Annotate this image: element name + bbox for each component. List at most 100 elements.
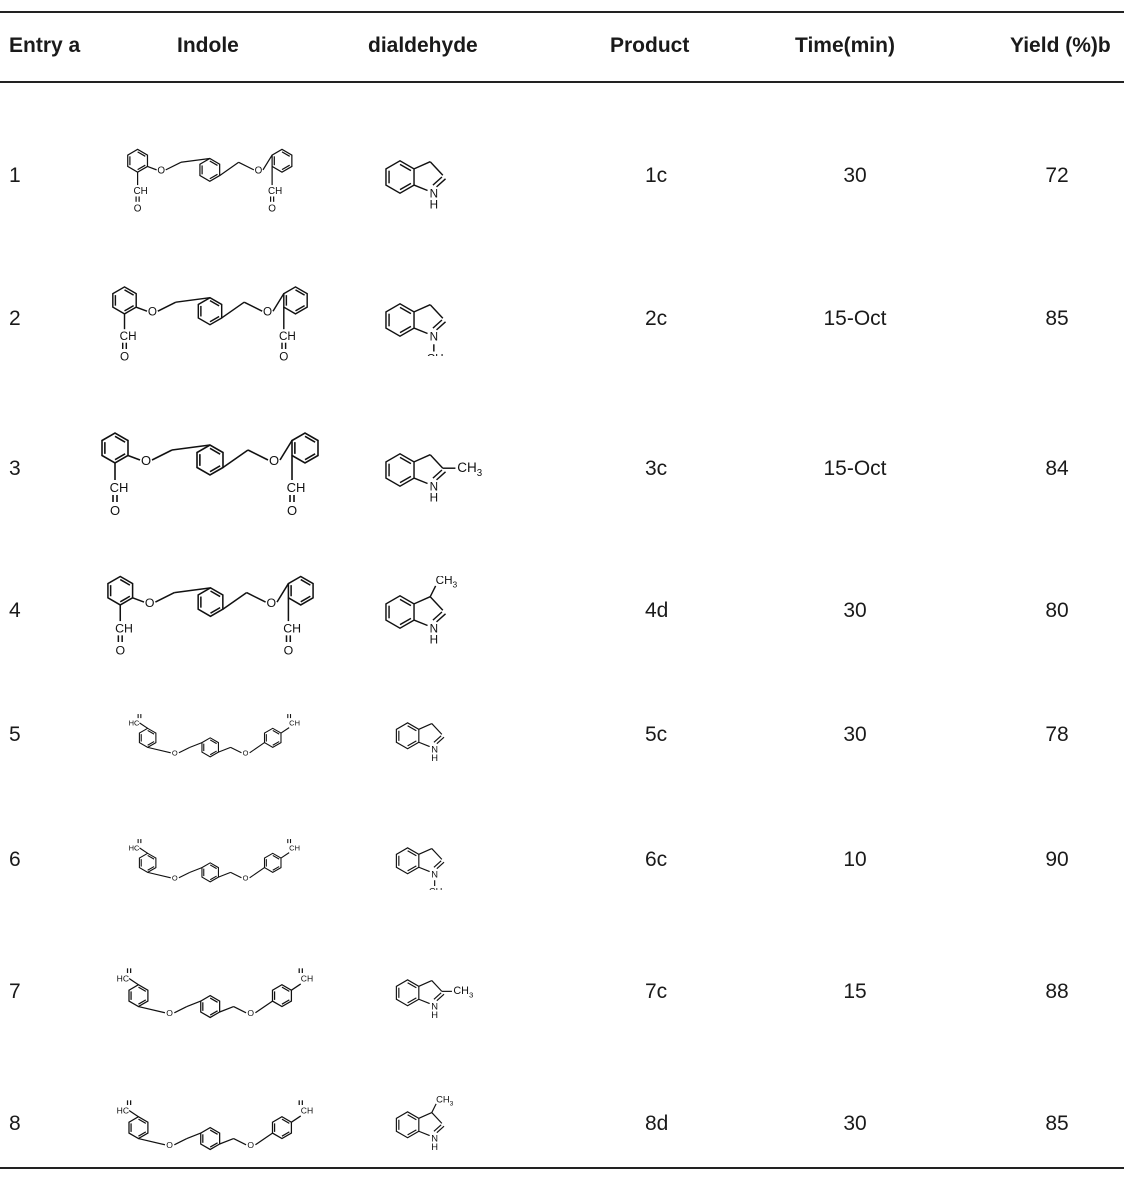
dialdehyde-structure: HC O O O CH O bbox=[116, 957, 313, 1018]
aldehyde-ch-label: CH bbox=[287, 480, 306, 495]
header-time: Time(min) bbox=[795, 34, 895, 57]
oxygen-label: O bbox=[126, 966, 133, 967]
indole-structure: NH CH3 bbox=[395, 1095, 454, 1152]
oxygen-label: O bbox=[126, 1098, 133, 1099]
header-rule bbox=[0, 81, 1124, 83]
product-cell: 6c bbox=[645, 848, 668, 871]
oxygen-label: O bbox=[166, 1140, 173, 1150]
dialdehyde-cell: HC O O O CH O bbox=[101, 1089, 319, 1158]
nitrogen-label: N bbox=[429, 188, 437, 201]
time-cell: 15-Oct bbox=[823, 307, 887, 330]
dialdehyde-cell: HC O O O CH O bbox=[115, 705, 305, 765]
yield-cell: 85 bbox=[1045, 307, 1069, 330]
oxygen-label: O bbox=[144, 596, 154, 610]
oxygen-label: O bbox=[172, 749, 178, 758]
aldehyde-ch-label: CH bbox=[110, 480, 129, 495]
dialdehyde-cell: O O CH O CH O bbox=[80, 422, 340, 523]
hydrogen-label: H bbox=[429, 634, 437, 647]
header-indole: Indole bbox=[177, 34, 239, 57]
dialdehyde-structure: O O CH O CH O bbox=[106, 575, 314, 658]
yield-cell: 84 bbox=[1045, 457, 1069, 480]
header-yield: Yield (%)b bbox=[1010, 34, 1111, 57]
indole-cell: N H CH3 bbox=[386, 964, 494, 1027]
yield-cell: 90 bbox=[1045, 848, 1069, 871]
entry-cell: 1 bbox=[9, 164, 21, 187]
entry-cell: 4 bbox=[9, 599, 21, 622]
hydrogen-label: H bbox=[431, 1010, 438, 1020]
oxygen-label: O bbox=[297, 1098, 304, 1099]
aldehyde-ch-label: CH bbox=[120, 330, 137, 343]
methyl-label: CH3 bbox=[426, 352, 448, 356]
indole-structure: NH CH3 bbox=[384, 452, 482, 505]
yield-cell: 72 bbox=[1045, 164, 1069, 187]
oxygen-label: O bbox=[172, 874, 178, 883]
indole-structure: NH bbox=[395, 722, 445, 763]
top-rule bbox=[0, 11, 1124, 13]
oxygen-label: O bbox=[255, 165, 263, 176]
entry-cell: 2 bbox=[9, 307, 21, 330]
time-cell: 15-Oct bbox=[823, 457, 887, 480]
oxygen-label: O bbox=[279, 350, 288, 363]
hydrogen-label: H bbox=[431, 753, 438, 763]
hydrogen-label: H bbox=[429, 199, 437, 212]
aldehyde-hc-label: HC bbox=[128, 719, 139, 728]
oxygen-label: O bbox=[287, 503, 297, 518]
dialdehyde-cell: HC O O O CH O bbox=[101, 957, 319, 1026]
bottom-rule bbox=[0, 1167, 1124, 1169]
yield-cell: 85 bbox=[1045, 1112, 1069, 1135]
indole-cell: N H CH3 bbox=[386, 1095, 494, 1159]
aldehyde-hc-label: HC bbox=[128, 844, 139, 853]
hydrogen-label: H bbox=[431, 1142, 438, 1152]
oxygen-label: O bbox=[134, 203, 142, 213]
methyl-label: CH3 bbox=[436, 1096, 454, 1107]
oxygen-label: O bbox=[158, 165, 166, 176]
oxygen-label: O bbox=[286, 837, 292, 838]
nitrogen-label: N bbox=[429, 331, 437, 344]
oxygen-label: O bbox=[166, 1008, 173, 1018]
oxygen-label: O bbox=[120, 350, 129, 363]
aldehyde-ch-label: CH bbox=[301, 1105, 313, 1115]
time-cell: 30 bbox=[843, 1112, 867, 1135]
dialdehyde-cell: O O CH O CH O bbox=[111, 141, 309, 219]
yield-cell: 80 bbox=[1045, 599, 1069, 622]
time-cell: 30 bbox=[843, 723, 867, 746]
indole-cell: N CH3 bbox=[373, 284, 508, 368]
methyl-label: CH3 bbox=[457, 460, 482, 479]
aldehyde-ch-label: CH bbox=[289, 719, 300, 728]
product-cell: 8d bbox=[645, 1112, 669, 1135]
product-cell: 3c bbox=[645, 457, 668, 480]
product-cell: 2c bbox=[645, 307, 668, 330]
time-cell: 10 bbox=[843, 848, 867, 871]
indole-structure: NH CH3 bbox=[395, 979, 473, 1020]
aldehyde-hc-label: HC bbox=[116, 1105, 128, 1115]
header-entry: Entry a bbox=[9, 34, 81, 57]
methyl-label: CH3 bbox=[453, 985, 473, 999]
yield-cell: 88 bbox=[1045, 980, 1069, 1003]
product-cell: 4d bbox=[645, 599, 669, 622]
entry-cell: 6 bbox=[9, 848, 21, 871]
aldehyde-ch-label: CH bbox=[115, 622, 133, 636]
indole-structure: NH CH3 bbox=[384, 574, 457, 647]
product-cell: 5c bbox=[645, 723, 668, 746]
indole-cell: N H CH3 bbox=[373, 574, 508, 653]
dialdehyde-cell: O O CH O CH O bbox=[87, 566, 334, 662]
oxygen-label: O bbox=[269, 453, 279, 468]
aldehyde-ch-label: CH bbox=[268, 186, 282, 197]
dialdehyde-cell: O O CH O CH O bbox=[93, 277, 327, 368]
nitrogen-label: N bbox=[431, 1002, 438, 1012]
yield-cell: 78 bbox=[1045, 723, 1069, 746]
dialdehyde-structure: O O CH O CH O bbox=[112, 285, 308, 363]
nitrogen-label: N bbox=[431, 1134, 438, 1144]
oxygen-label: O bbox=[148, 305, 157, 318]
nitrogen-label: N bbox=[431, 870, 438, 880]
aldehyde-hc-label: HC bbox=[116, 973, 128, 983]
oxygen-label: O bbox=[283, 644, 293, 658]
dialdehyde-cell: HC O O O CH O bbox=[115, 830, 305, 890]
nitrogen-label: N bbox=[431, 745, 438, 755]
hydrogen-label: H bbox=[429, 492, 437, 505]
indole-cell: N H CH3 bbox=[373, 434, 508, 511]
time-cell: 30 bbox=[843, 599, 867, 622]
aldehyde-ch-label: CH bbox=[301, 973, 313, 983]
indole-structure: N CH3 bbox=[395, 847, 446, 900]
